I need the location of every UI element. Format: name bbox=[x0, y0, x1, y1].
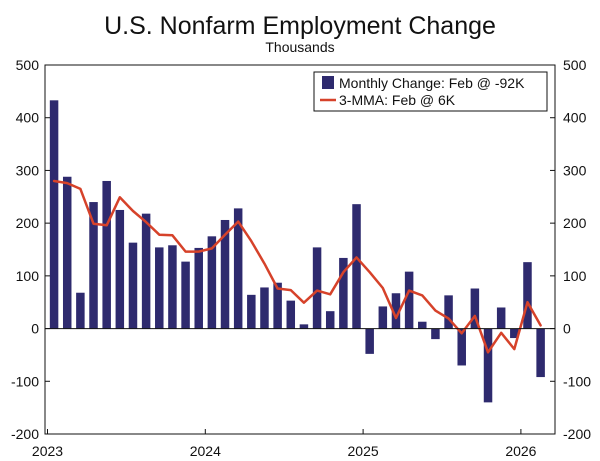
bar bbox=[325, 311, 335, 329]
bar bbox=[76, 292, 85, 329]
bar bbox=[378, 306, 388, 329]
y-tick-label-right: 500 bbox=[563, 57, 587, 73]
bar bbox=[247, 294, 256, 329]
bar bbox=[299, 324, 309, 329]
x-tick-label: 2023 bbox=[32, 443, 63, 459]
bar bbox=[470, 288, 480, 329]
bar bbox=[418, 321, 427, 329]
legend-line-label: 3-MMA: Feb @ 6K bbox=[339, 92, 456, 108]
bar bbox=[483, 328, 493, 403]
bar bbox=[457, 328, 466, 366]
bar bbox=[49, 100, 59, 329]
y-tick-label-left: 100 bbox=[16, 268, 40, 284]
bar bbox=[286, 300, 296, 329]
bar bbox=[115, 209, 125, 329]
legend-box bbox=[313, 71, 548, 112]
mma-series-line bbox=[52, 179, 542, 354]
y-tick-label-right: 200 bbox=[563, 215, 587, 231]
y-tick-label-left: 500 bbox=[16, 57, 40, 73]
bar bbox=[536, 328, 545, 378]
bar bbox=[194, 247, 203, 329]
x-axis-ticks: 2023 2024 2025 2026 bbox=[32, 429, 537, 459]
bar bbox=[431, 328, 440, 340]
y-tick-label-right: -200 bbox=[563, 426, 591, 442]
bar bbox=[233, 208, 243, 329]
bar bbox=[260, 287, 269, 329]
x-tick-label: 2024 bbox=[190, 443, 221, 459]
chart-subtitle: Thousands bbox=[265, 39, 334, 55]
bar bbox=[128, 242, 138, 329]
bar bbox=[523, 262, 532, 329]
y-tick-label-right: 0 bbox=[563, 321, 571, 337]
bar bbox=[155, 247, 164, 329]
bar bbox=[220, 219, 230, 329]
y-tick-label-left: 300 bbox=[16, 162, 40, 178]
legend-bar-label: Monthly Change: Feb @ -92K bbox=[339, 75, 525, 91]
bar bbox=[496, 307, 506, 329]
bar bbox=[168, 245, 177, 329]
plot-frame bbox=[44, 64, 556, 435]
bar bbox=[510, 328, 519, 339]
x-tick-label: 2026 bbox=[505, 443, 536, 459]
bar bbox=[273, 282, 282, 329]
bar bbox=[89, 202, 98, 329]
y-axis-ticks: -200 -200 -100 -100 0 0 100 100 200 200 300 300 400 4… bbox=[11, 57, 591, 442]
y-tick-label-right: 100 bbox=[563, 268, 587, 284]
bar bbox=[312, 247, 322, 329]
bar bbox=[102, 180, 111, 329]
bar bbox=[444, 295, 453, 329]
bar bbox=[207, 236, 217, 329]
bar bbox=[365, 328, 374, 354]
legend: Monthly Change: Feb @ -92K 3-MMA: Feb @ … bbox=[313, 71, 548, 112]
y-tick-label-right: 300 bbox=[563, 162, 587, 178]
bar bbox=[181, 261, 190, 329]
y-tick-label-left: -100 bbox=[11, 373, 39, 389]
bar bbox=[141, 213, 151, 329]
y-tick-label-right: -100 bbox=[563, 373, 591, 389]
bar bbox=[391, 293, 401, 329]
chart-title: U.S. Nonfarm Employment Change bbox=[104, 12, 496, 40]
bar-series bbox=[49, 100, 545, 403]
bar bbox=[404, 271, 414, 329]
bar bbox=[352, 204, 361, 329]
y-tick-label-right: 400 bbox=[563, 110, 587, 126]
bar bbox=[62, 176, 72, 329]
y-tick-label-left: 200 bbox=[16, 215, 40, 231]
x-tick-label: 2025 bbox=[348, 443, 379, 459]
y-tick-label-left: 400 bbox=[16, 110, 40, 126]
y-tick-label-left: -200 bbox=[11, 426, 39, 442]
legend-bar-swatch bbox=[322, 76, 334, 89]
bar bbox=[339, 257, 348, 329]
y-tick-label-left: 0 bbox=[31, 321, 39, 337]
